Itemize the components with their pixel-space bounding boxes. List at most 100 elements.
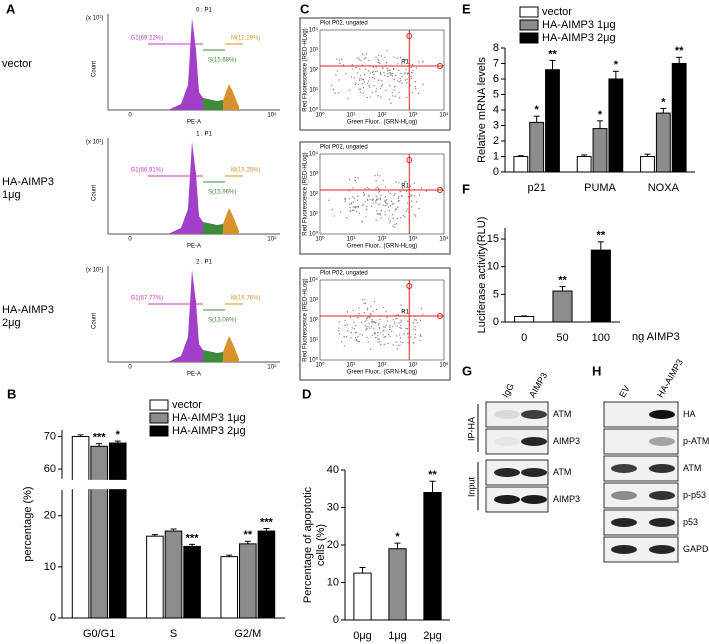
event-dot: [414, 318, 416, 321]
band: [521, 437, 547, 446]
event-dot: [368, 84, 370, 87]
event-dot: [354, 337, 357, 339]
quad-handle: [437, 313, 443, 319]
event-dot: [414, 86, 416, 88]
event-dot: [385, 199, 388, 201]
event-dot: [379, 175, 381, 177]
event-dot: [375, 88, 378, 90]
event-dot: [410, 77, 413, 80]
bar: [655, 112, 671, 173]
event-dot: [416, 322, 419, 324]
event-dot: [389, 205, 391, 207]
event-dot: [362, 191, 365, 194]
event-dot: [393, 78, 396, 81]
event-dot: [378, 187, 380, 190]
event-dot: [357, 316, 359, 319]
event-dot: [384, 200, 386, 203]
event-dot: [419, 334, 422, 336]
bar: [423, 492, 442, 621]
event-dot: [413, 328, 415, 330]
event-dot: [361, 83, 364, 85]
event-dot: [336, 70, 339, 72]
event-dot: [412, 322, 415, 324]
significance-label: *: [661, 96, 666, 108]
event-dot: [402, 214, 404, 217]
event-dot: [384, 214, 386, 216]
s-phase: [203, 98, 223, 110]
event-dot: [391, 330, 393, 332]
y-tick-label: 10⁴: [309, 151, 319, 158]
event-dot: [346, 217, 348, 219]
y-tick-label: 70: [44, 430, 56, 442]
event-dot: [418, 207, 420, 210]
bar: [183, 545, 201, 619]
event-dot: [335, 74, 337, 76]
event-dot: [359, 78, 361, 80]
band: [611, 491, 637, 500]
event-dot: [348, 198, 351, 200]
event-dot: [385, 89, 387, 92]
event-dot: [360, 75, 362, 77]
y-tick-label: 4: [493, 104, 499, 116]
event-dot: [369, 327, 371, 329]
event-dot: [409, 84, 411, 87]
g1-peak: [168, 270, 203, 362]
y-axis-label: Count: [92, 185, 98, 201]
event-dot: [369, 316, 371, 318]
gate-label: S(15.96%): [208, 190, 236, 196]
event-dot: [345, 336, 348, 338]
event-dot: [420, 307, 422, 310]
y-tick-label: 0: [493, 166, 499, 178]
event-dot: [397, 314, 400, 316]
bar: [108, 442, 127, 619]
event-dot: [328, 199, 330, 202]
event-dot: [361, 220, 363, 222]
legend-label: HA-AIMP3 2μg: [172, 425, 246, 437]
event-dot: [359, 68, 361, 70]
event-dot: [375, 219, 377, 222]
event-dot: [357, 57, 359, 59]
event-dot: [415, 201, 418, 203]
event-dot: [399, 344, 401, 346]
event-dot: [373, 85, 375, 87]
row-label: p-p53: [683, 490, 706, 500]
event-dot: [364, 187, 366, 190]
x-tick-label: 10²: [378, 113, 387, 119]
event-dot: [401, 82, 403, 84]
gate-label: M(16.76%): [231, 296, 260, 302]
y-tick-label: 7: [493, 57, 499, 69]
event-dot: [403, 58, 405, 60]
event-dot: [360, 59, 362, 62]
event-dot: [414, 325, 416, 328]
event-dot: [411, 194, 413, 196]
event-dot: [344, 324, 346, 327]
event-dot: [393, 226, 396, 228]
event-dot: [395, 223, 398, 225]
event-dot: [354, 176, 357, 179]
y-tick-label: 1: [493, 150, 499, 162]
band: [649, 491, 675, 500]
plot-frame: [299, 17, 451, 131]
event-dot: [353, 77, 355, 79]
row-label: ATM: [553, 467, 571, 477]
event-dot: [381, 80, 383, 82]
event-dot: [365, 53, 368, 55]
event-dot: [362, 87, 365, 89]
event-dot: [359, 91, 362, 93]
event-dot: [361, 334, 364, 336]
event-dot: [371, 320, 374, 323]
gate-label: S(15.68%): [208, 58, 236, 64]
row-label: vector: [2, 58, 32, 70]
event-dot: [354, 83, 357, 86]
event-dot: [391, 91, 393, 94]
event-dot: [357, 195, 359, 197]
event-dot: [365, 327, 368, 329]
y-tick-label: 5: [493, 88, 499, 100]
x-axis-label: Green Fluor.. (GRN-HLog): [347, 244, 417, 250]
x-tick-label: 10¹: [347, 237, 356, 243]
bar: [513, 156, 529, 173]
event-dot: [373, 73, 375, 76]
event-dot: [392, 95, 394, 97]
x-tick-label: 0: [521, 332, 527, 344]
event-dot: [363, 311, 366, 314]
